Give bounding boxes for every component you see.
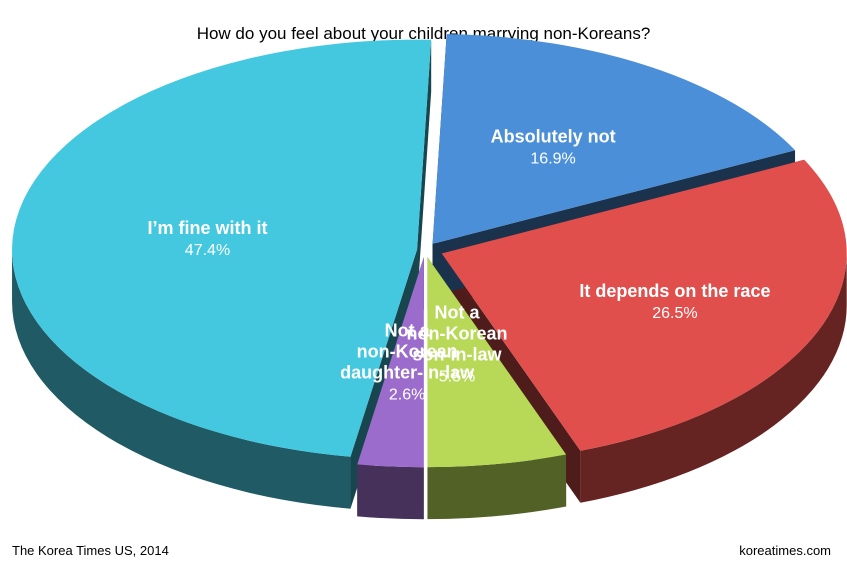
slice-label-i-m-fine-with-it: I’m fine with it 47.4% — [147, 218, 267, 259]
slice-label-line: Absolutely not — [491, 126, 616, 146]
chart-title: How do you feel about your children marr… — [196, 24, 651, 43]
slice-label-not-a-non-korean-daughter-in-law: Not a non-Korean daughter-in-law 2.6% — [340, 320, 475, 403]
slice-label-line: It depends on the race — [579, 281, 770, 301]
slice-label-line: Not a — [435, 303, 481, 323]
site-credit: koreatimes.com — [739, 543, 831, 558]
slice-label-line: daughter-in-law — [340, 362, 475, 382]
slice-not-a-non-korean-daughter-in-law — [357, 257, 424, 468]
slice-side-it-depends-on-the-race — [580, 253, 847, 503]
slice-percent: 47.4% — [185, 242, 230, 259]
slice-label-line: Not a — [385, 320, 431, 340]
pie-tops — [12, 34, 847, 468]
slice-edge-i-m-fine-with-it — [417, 39, 432, 302]
slice-label-line: non-Korean — [357, 341, 458, 361]
slice-percent: 26.5% — [652, 305, 697, 322]
slice-i-m-fine-with-it — [12, 39, 432, 457]
slice-label-absolutely-not: Absolutely not 16.9% — [491, 126, 616, 167]
slice-label-line: son-in-law — [413, 345, 503, 365]
slice-not-a-non-korean-son-in-law — [427, 257, 567, 468]
slice-label-line: I’m fine with it — [147, 218, 267, 238]
slice-percent: 16.9% — [530, 150, 575, 167]
pie-labels: Absolutely not 16.9% It depends on the rac… — [147, 126, 770, 403]
source-credit: The Korea Times US, 2014 — [12, 543, 169, 558]
slice-label-it-depends-on-the-race: It depends on the race 26.5% — [579, 281, 770, 322]
slice-side-i-m-fine-with-it — [12, 249, 351, 509]
slice-label-line: non-Korean — [407, 324, 508, 344]
slice-absolutely-not — [432, 34, 796, 244]
slice-side-not-a-non-korean-son-in-law — [427, 454, 567, 520]
slice-percent: 5.5% — [439, 369, 475, 386]
slice-label-not-a-non-korean-son-in-law: Not a non-Korean son-in-law 5.5% — [407, 303, 508, 386]
slice-it-depends-on-the-race — [441, 159, 847, 451]
slice-percent: 2.6% — [389, 386, 425, 403]
slice-side-not-a-non-korean-daughter-in-law — [357, 464, 424, 520]
